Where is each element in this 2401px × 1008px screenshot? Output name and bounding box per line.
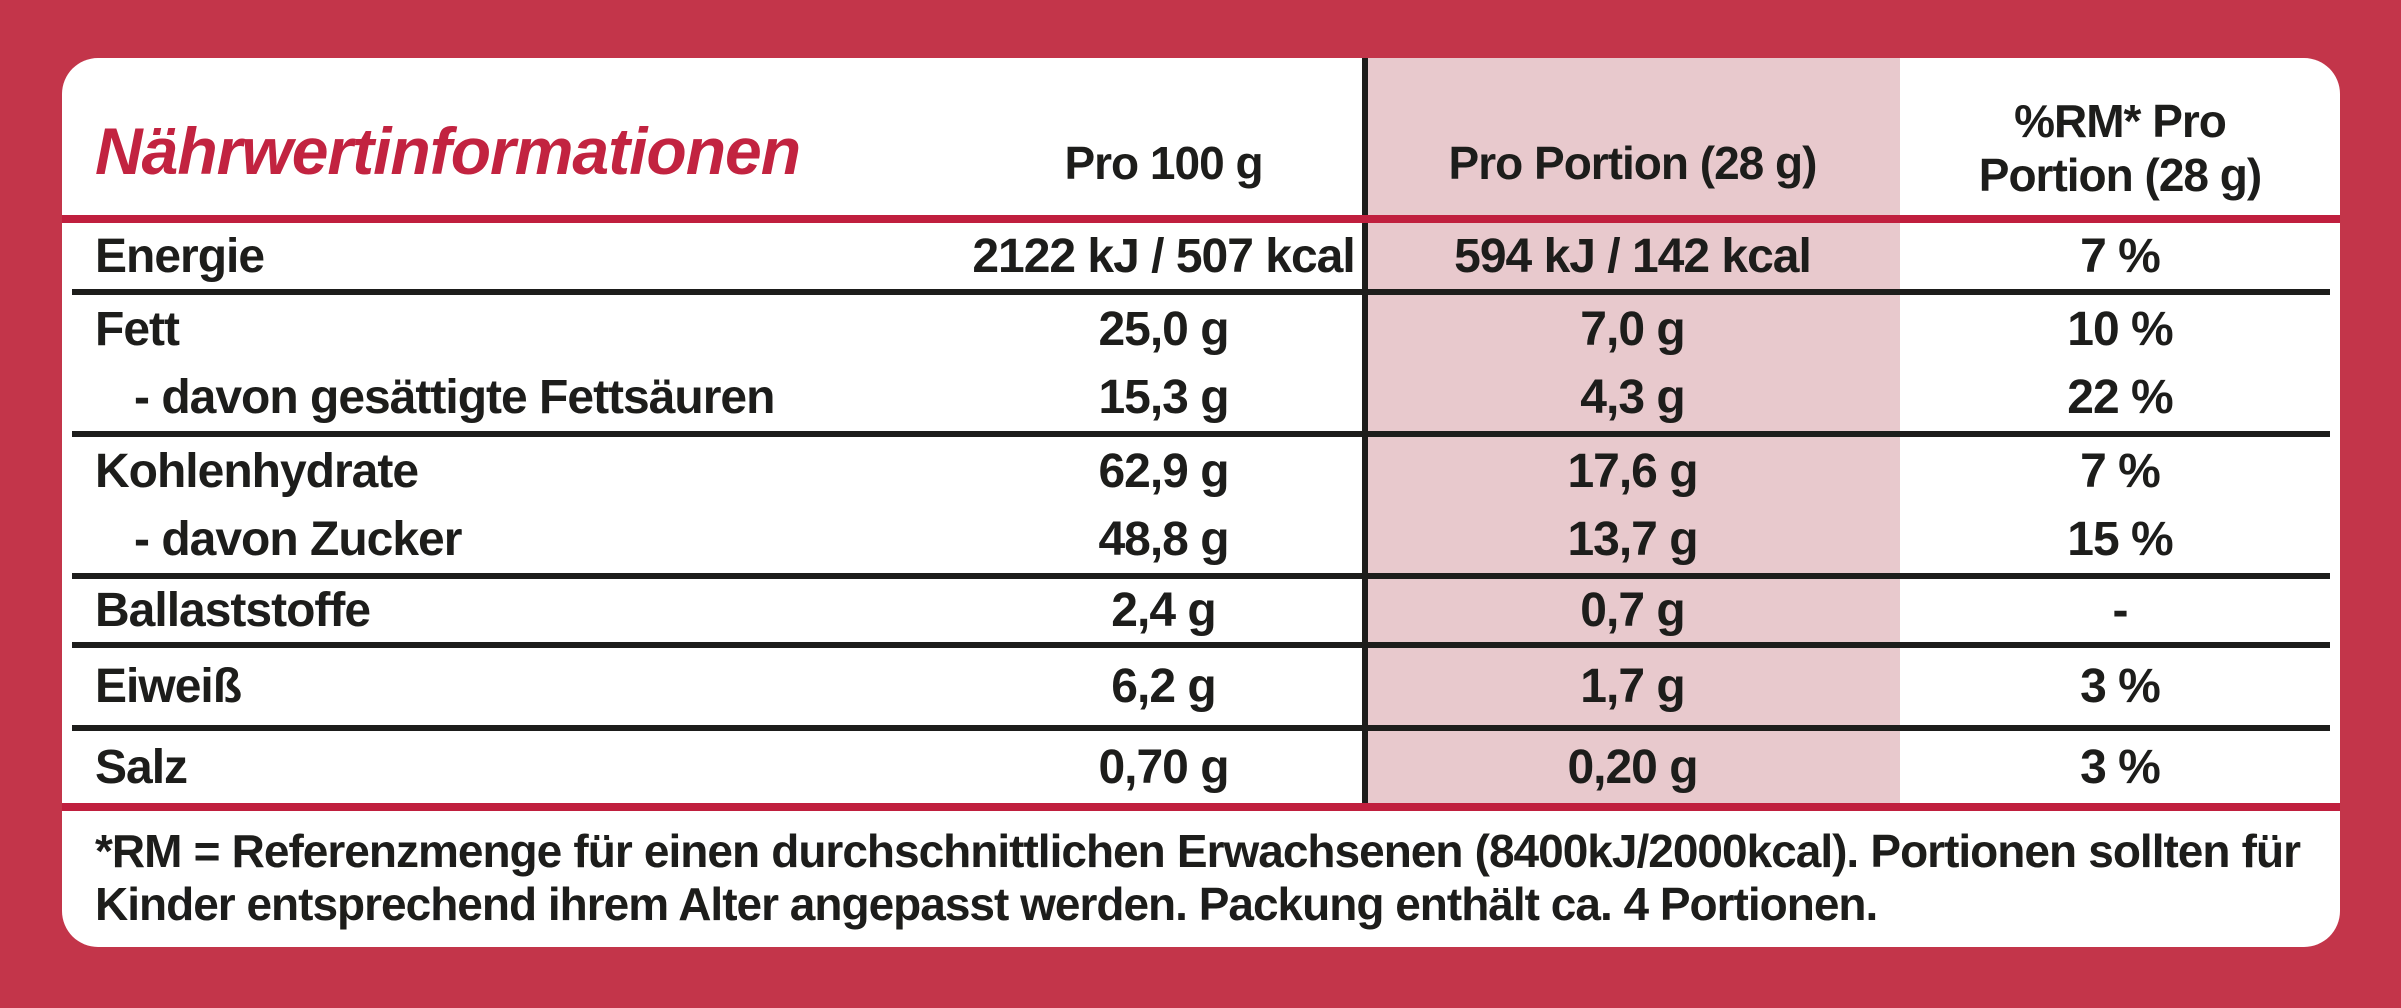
value-per-100g: 0,70 g bbox=[1098, 740, 1229, 794]
value-per-100g: 2,4 g bbox=[1111, 584, 1216, 637]
header-separator-line bbox=[62, 215, 2340, 223]
row-separator-line bbox=[72, 725, 2330, 731]
rm-footnote: *RM = Referenzmenge für einen durchschni… bbox=[95, 825, 2301, 930]
rm-header-line1: %RM* Pro bbox=[2014, 95, 2227, 147]
value-per-100g: 48,8 g bbox=[1098, 512, 1229, 566]
value-per-portion: 0,20 g bbox=[1567, 740, 1698, 794]
table-row-gesaettigte-fettsaeuren: - davon gesättigte Fettsäuren 15,3 g 4,3… bbox=[62, 363, 2340, 431]
value-per-portion: 17,6 g bbox=[1567, 444, 1698, 498]
table-row-salz: Salz 0,70 g 0,20 g 3 % bbox=[62, 731, 2340, 803]
nutrition-card: Nährwertinformationen Pro 100 g Pro Port… bbox=[62, 58, 2340, 947]
value-rm-percent: - bbox=[2112, 584, 2129, 637]
value-per-100g: 62,9 g bbox=[1098, 444, 1229, 498]
row-separator-line bbox=[72, 573, 2330, 579]
value-per-100g: 25,0 g bbox=[1098, 302, 1229, 356]
column-header-rm-percent: %RM* Pro Portion (28 g) bbox=[1900, 94, 2340, 202]
table-row-zucker: - davon Zucker 48,8 g 13,7 g 15 % bbox=[62, 505, 2340, 573]
table-row-fett: Fett 25,0 g 7,0 g 10 % bbox=[62, 295, 2340, 363]
value-per-100g: 2122 kJ / 507 kcal bbox=[972, 229, 1355, 283]
column-header-per-portion: Pro Portion (28 g) bbox=[1448, 137, 1818, 189]
table-row-eiweiss: Eiweiß 6,2 g 1,7 g 3 % bbox=[62, 648, 2340, 725]
value-rm-percent: 7 % bbox=[2080, 444, 2161, 498]
nutrient-label: Kohlenhydrate bbox=[95, 444, 419, 498]
value-per-portion: 1,7 g bbox=[1580, 660, 1685, 713]
value-rm-percent: 3 % bbox=[2080, 660, 2161, 713]
value-rm-percent: 22 % bbox=[2067, 370, 2173, 424]
value-rm-percent: 7 % bbox=[2080, 229, 2161, 283]
nutrition-table: Nährwertinformationen Pro 100 g Pro Port… bbox=[62, 58, 2340, 947]
nutrient-label: Energie bbox=[95, 229, 265, 283]
table-row-kohlenhydrate: Kohlenhydrate 62,9 g 17,6 g 7 % bbox=[62, 437, 2340, 505]
footer-separator-line bbox=[62, 803, 2340, 811]
column-header-per-100g: Pro 100 g bbox=[1064, 137, 1263, 189]
table-row-ballaststoffe: Ballaststoffe 2,4 g 0,7 g - bbox=[62, 579, 2340, 642]
value-per-portion: 0,7 g bbox=[1580, 584, 1685, 637]
nutrient-label: - davon gesättigte Fettsäuren bbox=[134, 370, 775, 424]
value-rm-percent: 3 % bbox=[2080, 740, 2161, 794]
row-separator-line bbox=[72, 642, 2330, 648]
value-per-portion: 594 kJ / 142 kcal bbox=[1454, 229, 1812, 283]
nutrient-label: - davon Zucker bbox=[134, 512, 462, 566]
row-separator-line bbox=[72, 289, 2330, 295]
value-rm-percent: 10 % bbox=[2067, 302, 2173, 356]
value-per-portion: 13,7 g bbox=[1567, 512, 1698, 566]
table-row-energie: Energie 2122 kJ / 507 kcal 594 kJ / 142 … bbox=[62, 223, 2340, 289]
portion-column-highlight bbox=[1368, 58, 1900, 803]
value-per-portion: 7,0 g bbox=[1580, 302, 1685, 356]
row-separator-line bbox=[72, 431, 2330, 437]
nutrient-label: Fett bbox=[95, 302, 180, 356]
nutrient-label: Salz bbox=[95, 740, 188, 794]
page-title: Nährwertinformationen bbox=[95, 114, 801, 188]
value-rm-percent: 15 % bbox=[2067, 512, 2173, 566]
rm-header-line2: Portion (28 g) bbox=[1978, 149, 2262, 201]
value-per-100g: 15,3 g bbox=[1098, 370, 1229, 424]
table-header-row: Nährwertinformationen Pro 100 g Pro Port… bbox=[62, 58, 2340, 215]
value-per-100g: 6,2 g bbox=[1111, 660, 1216, 713]
nutrient-label: Ballaststoffe bbox=[95, 584, 371, 637]
value-per-portion: 4,3 g bbox=[1580, 370, 1685, 424]
nutrient-label: Eiweiß bbox=[95, 660, 242, 713]
column-divider-line bbox=[1362, 58, 1368, 803]
